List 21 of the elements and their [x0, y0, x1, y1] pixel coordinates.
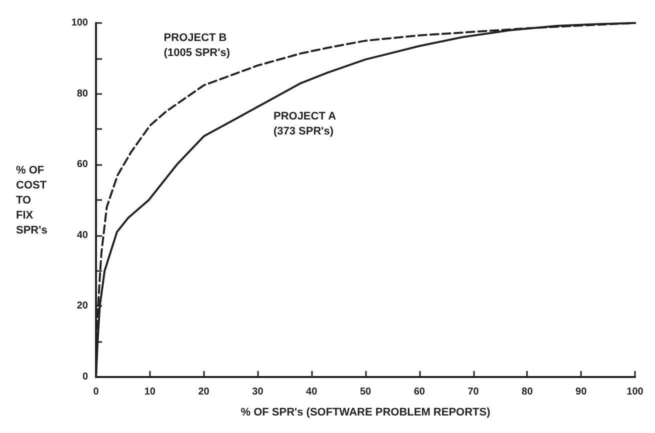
- y-tick-label: 100: [71, 18, 88, 28]
- x-axis-title: % OF SPR's (SOFTWARE PROBLEM REPORTS): [240, 406, 491, 418]
- x-tick-label: 20: [198, 386, 210, 398]
- x-tick-label: 90: [576, 386, 588, 398]
- y-tick-label: 20: [76, 300, 88, 312]
- x-tick-label: 10: [144, 386, 156, 398]
- series-label: PROJECT A (373 SPR's): [273, 110, 336, 138]
- x-tick-label: 80: [522, 386, 534, 398]
- y-tick-label: 60: [76, 159, 88, 170]
- y-tick-label: 80: [76, 88, 88, 100]
- x-tick-label: 50: [360, 386, 372, 398]
- y-axis-title: % OF COST TO FIX SPR's: [16, 164, 48, 236]
- x-tick-label: 0: [93, 386, 100, 398]
- y-tick-label: 40: [76, 230, 88, 241]
- x-tick-label: 40: [306, 386, 318, 398]
- y-tick-label: 0: [82, 372, 88, 382]
- series-label: PROJECT B (1005 SPR's): [164, 32, 230, 59]
- x-tick-label: 70: [468, 386, 480, 398]
- x-tick-label: 30: [252, 386, 264, 398]
- x-tick-label: 100: [626, 386, 644, 398]
- x-tick-label: 60: [414, 386, 426, 398]
